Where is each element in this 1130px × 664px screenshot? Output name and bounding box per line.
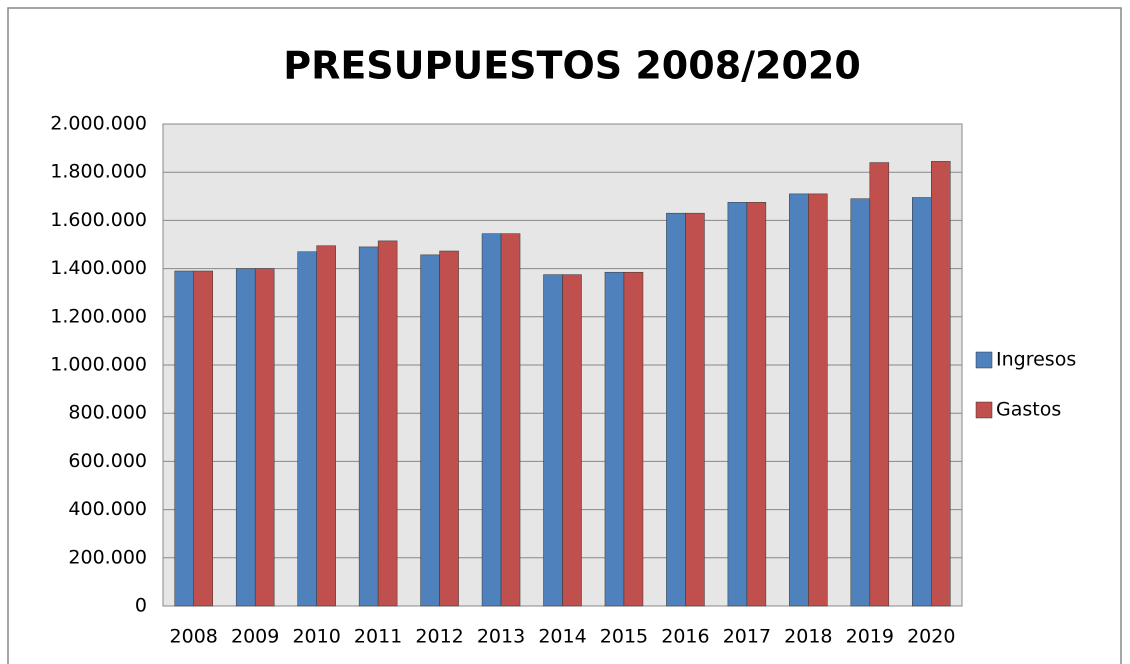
- y-tick-label: 1.200.000: [50, 305, 147, 327]
- bar: [254, 268, 275, 607]
- bar: [174, 270, 194, 607]
- x-tick-label: 2017: [723, 626, 771, 648]
- chart-title: PRESUPUESTOS 2008/2020: [283, 44, 861, 88]
- legend-swatch: [975, 401, 993, 419]
- bar: [420, 254, 440, 607]
- y-tick-label: 200.000: [68, 546, 147, 568]
- y-tick-label: 1.400.000: [50, 257, 147, 279]
- x-tick-label: 2009: [231, 626, 279, 648]
- bar: [316, 245, 336, 607]
- bar: [235, 268, 256, 607]
- bar: [789, 193, 809, 607]
- bar: [562, 274, 582, 607]
- bar: [912, 197, 932, 607]
- bar: [297, 251, 317, 607]
- bar: [685, 212, 705, 607]
- y-tick-label: 0: [135, 595, 147, 617]
- legend-label: Ingresos: [996, 349, 1076, 371]
- bar: [543, 274, 563, 607]
- bar: [193, 270, 213, 607]
- y-tick-label: 600.000: [68, 450, 147, 472]
- y-tick-label: 1.000.000: [50, 354, 147, 376]
- y-tick-label: 400.000: [68, 498, 147, 520]
- y-tick-label: 1.600.000: [50, 209, 147, 231]
- x-tick-label: 2018: [784, 626, 832, 648]
- bar: [666, 212, 686, 607]
- x-tick-label: 2016: [661, 626, 709, 648]
- bar: [358, 246, 379, 607]
- x-tick-label: 2019: [846, 626, 894, 648]
- x-tick-label: 2014: [538, 626, 586, 648]
- x-tick-label: 2013: [477, 626, 525, 648]
- bar: [439, 250, 459, 607]
- x-tick-label: 2015: [600, 626, 648, 648]
- x-tick-label: 2012: [415, 626, 463, 648]
- y-tick-label: 1.800.000: [50, 161, 147, 183]
- x-tick-label: 2008: [170, 626, 218, 648]
- x-tick-label: 2011: [354, 626, 402, 648]
- y-tick-label: 800.000: [68, 402, 147, 424]
- bar: [481, 233, 502, 607]
- legend-swatch: [975, 351, 993, 369]
- bar: [727, 202, 748, 607]
- bar: [931, 161, 951, 607]
- bar: [377, 240, 398, 607]
- legend-label: Gastos: [996, 399, 1061, 421]
- bar: [623, 271, 644, 607]
- bar: [850, 198, 871, 607]
- bar: [869, 162, 890, 607]
- bar: [604, 271, 625, 607]
- y-tick-label: 2.000.000: [50, 113, 147, 135]
- bar: [746, 202, 767, 607]
- bar: [808, 193, 828, 607]
- bar: [500, 233, 521, 607]
- x-tick-label: 2010: [292, 626, 340, 648]
- x-tick-label: 2020: [907, 626, 955, 648]
